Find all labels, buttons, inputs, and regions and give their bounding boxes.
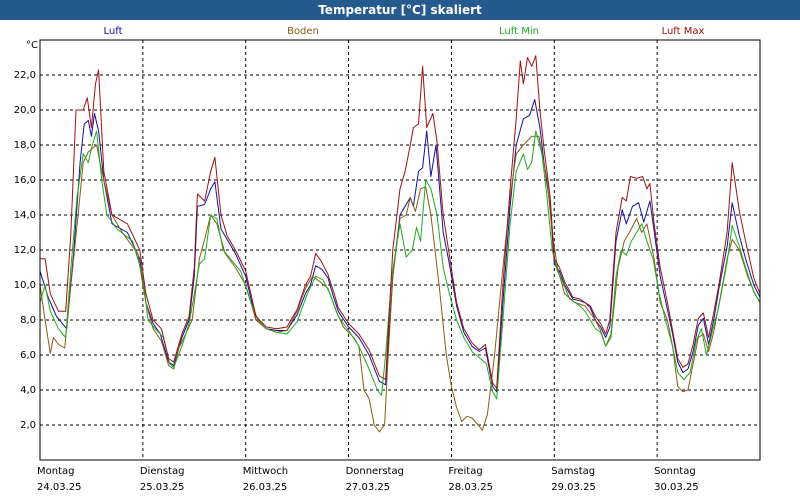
x-tick-date: 29.03.25: [551, 482, 596, 493]
y-tick-label: 10,0: [14, 280, 36, 291]
legend-entry: Luft Min: [499, 26, 539, 37]
y-tick-label: 8,0: [20, 315, 36, 326]
legend-entry: Boden: [287, 26, 319, 37]
series-lines: [39, 55, 761, 433]
x-tick-date: 28.03.25: [448, 482, 493, 493]
x-tick-day: Samstag: [551, 466, 595, 477]
y-tick-label: 6,0: [20, 350, 36, 361]
y-tick-label: 2,0: [20, 420, 36, 431]
legend-entry: Luft Max: [662, 26, 705, 37]
y-tick-label: 14,0: [14, 210, 36, 221]
window-title: Temperatur [°C] skaliert: [0, 0, 800, 20]
temperature-chart: Luft Boden Luft Min Luft Max °C 2,0 4,0 6,0 8,…: [0, 20, 800, 500]
series-line-luft: [39, 99, 761, 393]
grid: [40, 40, 760, 460]
x-tick-labels: Montag 24.03.25 Dienstag 25.03.25 Mittwoch 26…: [37, 466, 699, 493]
y-tick-label: 4,0: [20, 385, 36, 396]
legend: Luft Boden Luft Min Luft Max: [104, 26, 705, 37]
y-tick-label: 16,0: [14, 175, 36, 186]
y-tick-label: 22,0: [14, 70, 36, 81]
legend-entry: Luft: [104, 26, 123, 37]
y-tick-label: 18,0: [14, 140, 36, 151]
y-tick-labels: 2,0 4,0 6,0 8,0 10,0 12,0 14,0 16,0 18,0 20,0 22,0: [14, 70, 36, 431]
x-tick-date: 24.03.25: [37, 482, 82, 493]
x-tick-date: 27.03.25: [346, 482, 391, 493]
chart-background: [0, 20, 800, 500]
y-tick-label: 12,0: [14, 245, 36, 256]
x-tick-day: Montag: [37, 466, 74, 477]
series-line-luft-max: [40, 55, 761, 389]
x-tick-day: Dienstag: [140, 466, 185, 477]
x-tick-day: Freitag: [448, 466, 482, 477]
y-axis-label: °C: [26, 40, 38, 51]
x-tick-day: Sonntag: [654, 466, 696, 477]
series-line-boden: [39, 135, 761, 433]
x-tick-date: 26.03.25: [243, 482, 288, 493]
x-tick-day: Mittwoch: [243, 466, 288, 477]
x-tick-date: 30.03.25: [654, 482, 699, 493]
plot-frame: [39, 39, 761, 461]
x-tick-date: 25.03.25: [140, 482, 185, 493]
y-tick-label: 20,0: [14, 105, 36, 116]
x-tick-day: Donnerstag: [346, 466, 404, 477]
